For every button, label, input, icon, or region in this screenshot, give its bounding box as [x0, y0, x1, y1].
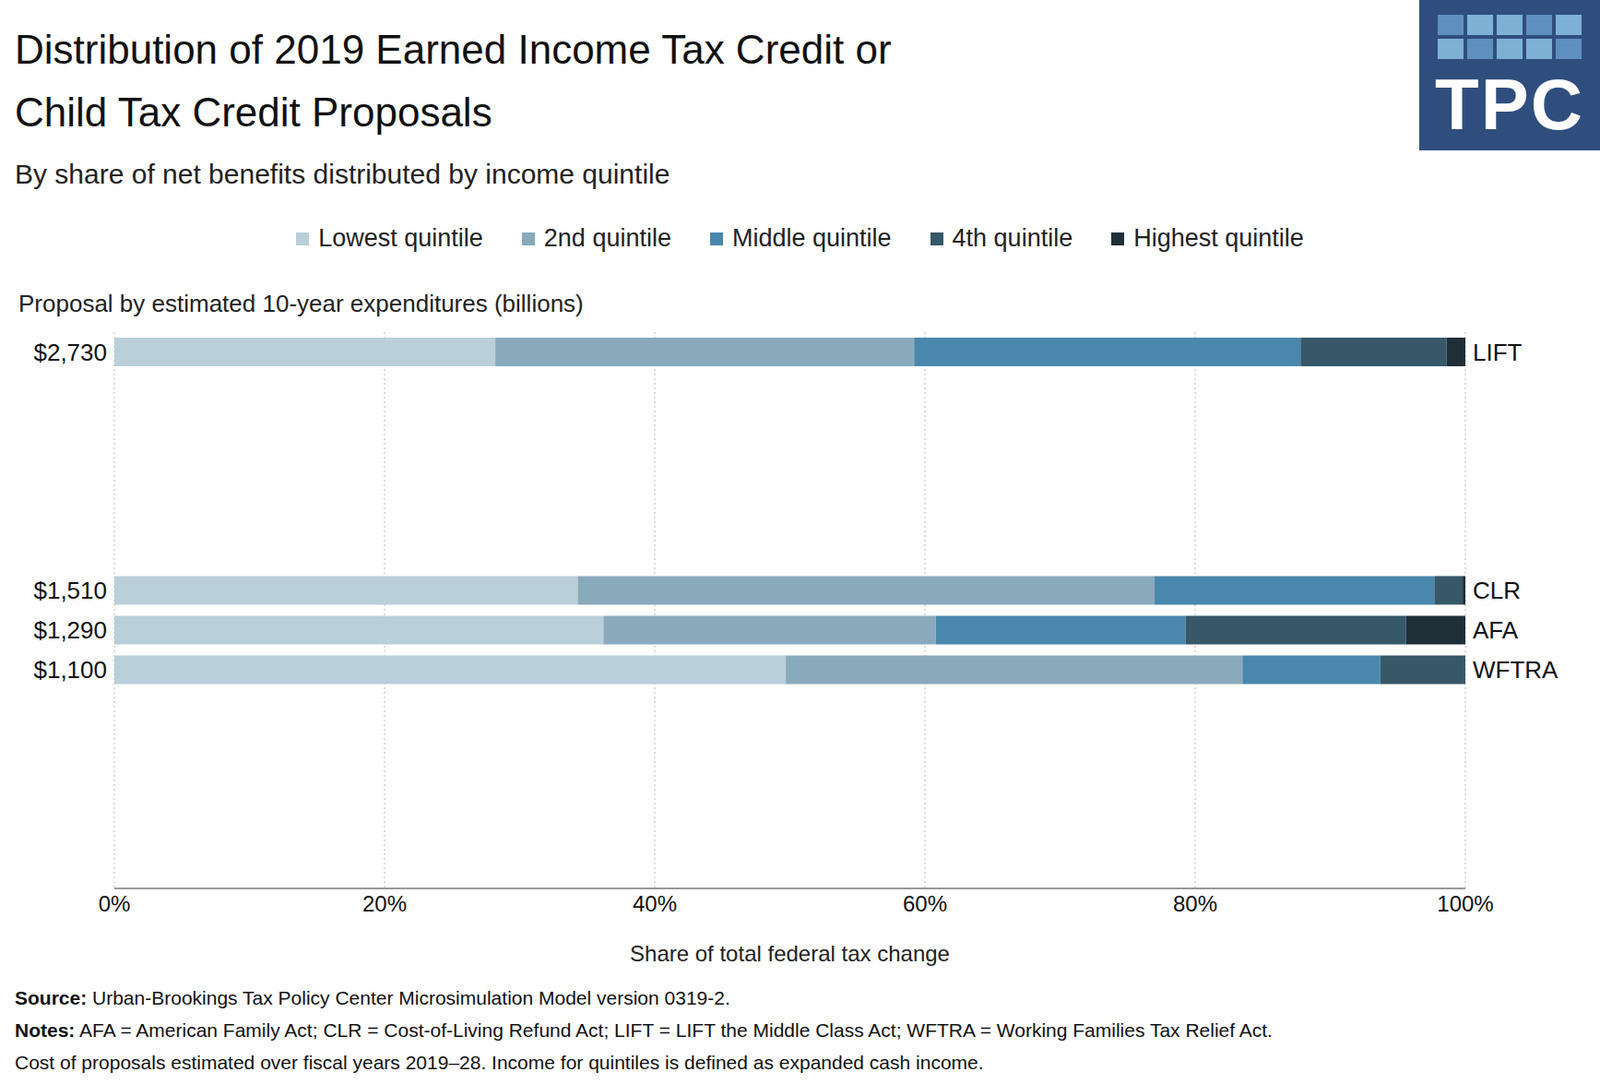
- svg-text:Share of total federal tax cha: Share of total federal tax change: [629, 940, 950, 966]
- svg-text:0%: 0%: [98, 890, 131, 916]
- html-text:Proposal by estimated 10-year: Proposal by estimated 10-year expenditur…: [18, 289, 584, 318]
- svg-text:20%: 20%: [362, 890, 407, 916]
- svg-text:$2,730: $2,730: [33, 338, 107, 367]
- svg-text:$1,100: $1,100: [33, 655, 107, 684]
- svg-text:100%: 100%: [1436, 890, 1494, 916]
- html-text:TPC: TPC: [1434, 63, 1585, 145]
- html-text:Highest quintile: Highest quintile: [1133, 224, 1304, 252]
- html-text:Middle quintile: Middle quintile: [732, 224, 892, 252]
- html-text:By share of net benefits distr: By share of net benefits distributed by …: [14, 158, 670, 190]
- svg-text:$1,290: $1,290: [33, 616, 107, 644]
- html-text:2nd quintile: 2nd quintile: [543, 224, 672, 252]
- html-text:Notes: AFA = American Family A: Notes: AFA = American Family Act; CLR = …: [14, 1019, 1273, 1041]
- svg-text:CLR: CLR: [1472, 576, 1521, 605]
- html-text:4th quintile: 4th quintile: [952, 224, 1073, 252]
- html-text:Lowest quintile: Lowest quintile: [318, 224, 484, 252]
- html-text:Source: Urban-Brookings Tax Po: Source: Urban-Brookings Tax Policy Cente…: [14, 986, 731, 1008]
- svg-text:$1,510: $1,510: [33, 576, 107, 605]
- svg-text:40%: 40%: [632, 890, 677, 916]
- svg-text:60%: 60%: [902, 890, 948, 916]
- svg-text:80%: 80%: [1173, 890, 1218, 916]
- html-text:Cost of proposals estimated ov: Cost of proposals estimated over fiscal …: [14, 1051, 984, 1073]
- svg-text:LIFT: LIFT: [1472, 338, 1523, 367]
- html-text:Distribution of 2019 Earned In: Distribution of 2019 Earned Income Tax C…: [14, 26, 892, 135]
- svg-text:WFTRA: WFTRA: [1472, 655, 1559, 684]
- svg-text:AFA: AFA: [1472, 616, 1519, 644]
